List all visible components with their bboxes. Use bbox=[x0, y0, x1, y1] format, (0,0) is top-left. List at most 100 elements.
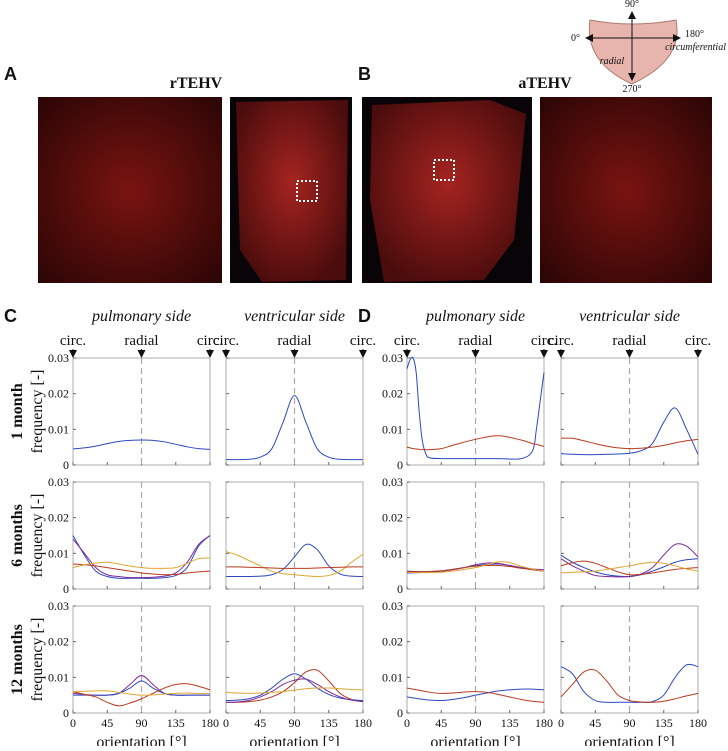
y-tick-label: 0.02 bbox=[382, 387, 403, 401]
y-tick-label: 0.02 bbox=[48, 511, 69, 525]
arrow-label: circ. bbox=[350, 333, 376, 349]
arrow-label: radial bbox=[124, 333, 158, 349]
y-tick-label: 0 bbox=[63, 706, 69, 720]
line bbox=[225, 673, 364, 702]
x-tick-label: 0 bbox=[223, 716, 229, 730]
line bbox=[560, 437, 699, 450]
y-tick-label: 0.03 bbox=[382, 475, 403, 489]
line bbox=[72, 557, 211, 569]
y-axis-label: frequency [-] bbox=[29, 618, 46, 702]
x-tick-label: 180 bbox=[535, 716, 553, 730]
axis-name: circumferential bbox=[665, 42, 726, 53]
line bbox=[72, 535, 211, 579]
arrow-label: circ. bbox=[197, 333, 223, 349]
y-tick-label: 0.01 bbox=[382, 670, 403, 684]
x-tick-label: 180 bbox=[689, 716, 707, 730]
y-tick-label: 0.02 bbox=[48, 635, 69, 649]
y-tick-label: 0 bbox=[397, 582, 403, 596]
panel-letter: C bbox=[4, 306, 17, 326]
column-header: ventricular side bbox=[244, 308, 345, 325]
x-axis-label: orientation [°] bbox=[96, 734, 186, 746]
line bbox=[225, 678, 364, 703]
y-tick-label: 0 bbox=[397, 458, 403, 472]
y-tick-label: 0 bbox=[63, 582, 69, 596]
x-tick-label: 180 bbox=[354, 716, 372, 730]
roi bbox=[296, 180, 318, 202]
x-axis-label: orientation [°] bbox=[430, 734, 520, 746]
angle-label: 90° bbox=[625, 0, 639, 10]
panel-title: aTEHV bbox=[518, 75, 572, 92]
line bbox=[560, 560, 699, 576]
line bbox=[406, 561, 545, 574]
column-header: pulmonary side bbox=[425, 308, 525, 325]
x-tick-label: 90 bbox=[624, 716, 636, 730]
row-label: 12 months bbox=[9, 624, 26, 695]
line bbox=[225, 394, 364, 461]
line bbox=[560, 543, 699, 578]
line bbox=[406, 687, 545, 703]
x-tick-label: 0 bbox=[558, 716, 564, 730]
y-tick-label: 0.01 bbox=[48, 670, 69, 684]
line bbox=[226, 543, 364, 578]
tissue bbox=[236, 100, 348, 282]
y-axis-label: frequency [-] bbox=[29, 494, 46, 578]
panel-letter: B bbox=[358, 64, 371, 84]
panel-letter: A bbox=[4, 64, 17, 84]
row-label: 1 month bbox=[9, 383, 26, 440]
y-tick-label: 0.03 bbox=[382, 351, 403, 365]
axis-name: radial bbox=[600, 56, 625, 67]
y-tick-label: 0.01 bbox=[48, 422, 69, 436]
y-tick-label: 0.02 bbox=[382, 635, 403, 649]
y-tick-label: 0 bbox=[397, 706, 403, 720]
line bbox=[72, 535, 211, 579]
x-tick-label: 135 bbox=[167, 716, 185, 730]
x-tick-label: 45 bbox=[254, 716, 266, 730]
x-axis-label: orientation [°] bbox=[249, 734, 339, 746]
micrograph bbox=[38, 97, 222, 283]
line bbox=[72, 690, 211, 696]
line bbox=[72, 680, 211, 696]
line bbox=[406, 688, 545, 702]
x-tick-label: 90 bbox=[289, 716, 301, 730]
y-tick-label: 0.01 bbox=[48, 546, 69, 560]
x-tick-label: 135 bbox=[655, 716, 673, 730]
y-axis-label: frequency [-] bbox=[29, 370, 46, 454]
x-tick-label: 90 bbox=[136, 716, 148, 730]
line bbox=[406, 356, 545, 460]
panel-letter: D bbox=[358, 306, 371, 326]
y-tick-label: 0.03 bbox=[48, 599, 69, 613]
arrow-label: radial bbox=[612, 333, 646, 349]
angle-label: 180° bbox=[685, 29, 704, 40]
tissue bbox=[370, 100, 526, 282]
column-header: pulmonary side bbox=[91, 308, 191, 325]
arrow-label: radial bbox=[277, 333, 311, 349]
arrow-label: circ. bbox=[213, 333, 239, 349]
roi bbox=[433, 159, 455, 181]
angle-label: 270° bbox=[623, 84, 642, 95]
line bbox=[72, 563, 211, 576]
x-axis-label: orientation [°] bbox=[584, 734, 674, 746]
y-tick-label: 0.02 bbox=[48, 387, 69, 401]
x-tick-label: 135 bbox=[501, 716, 519, 730]
y-tick-label: 0.03 bbox=[48, 475, 69, 489]
line bbox=[72, 439, 211, 450]
arrow-label: circ. bbox=[531, 333, 557, 349]
x-tick-label: 90 bbox=[470, 716, 482, 730]
y-tick-label: 0.03 bbox=[48, 351, 69, 365]
line bbox=[560, 668, 699, 703]
line bbox=[406, 564, 545, 573]
y-tick-label: 0.01 bbox=[382, 546, 403, 560]
column-header: ventricular side bbox=[579, 308, 680, 325]
line bbox=[406, 435, 545, 451]
y-tick-label: 0.01 bbox=[382, 422, 403, 436]
line bbox=[225, 669, 364, 703]
x-tick-label: 45 bbox=[589, 716, 601, 730]
line bbox=[225, 687, 364, 694]
y-tick-label: 0 bbox=[63, 458, 69, 472]
x-tick-label: 45 bbox=[101, 716, 113, 730]
x-tick-label: 180 bbox=[201, 716, 219, 730]
line bbox=[225, 566, 364, 569]
x-tick-label: 0 bbox=[404, 716, 410, 730]
line bbox=[72, 683, 211, 707]
